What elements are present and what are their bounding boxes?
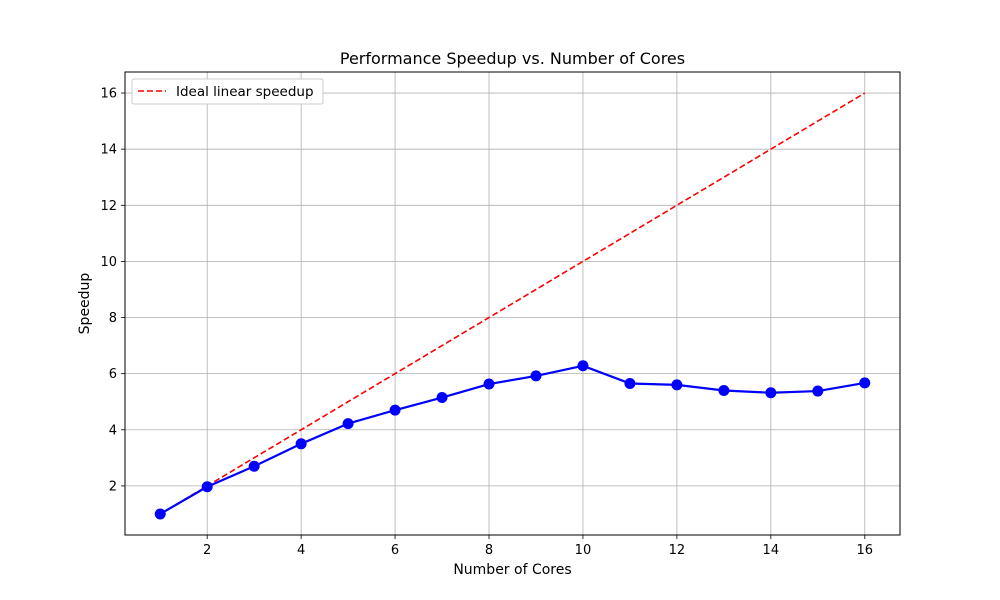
ideal-speedup-line	[159, 92, 866, 515]
x-tick-label: 10	[575, 543, 592, 558]
measured-speedup-point	[765, 387, 777, 399]
y-axis: 2 4 6 8 10 12 14 16	[100, 87, 125, 494]
measured-speedup-point	[624, 377, 636, 389]
measured-speedup-point	[577, 360, 589, 372]
measured-speedup-point	[389, 404, 401, 416]
measured-speedup-point	[530, 370, 542, 382]
measured-speedup-point	[154, 508, 166, 520]
y-axis-label: Speedup	[77, 273, 93, 335]
x-tick-label: 6	[391, 543, 399, 558]
measured-speedup-point	[295, 438, 307, 450]
measured-speedup-point	[483, 378, 495, 390]
y-tick-label: 16	[100, 87, 117, 102]
x-tick-label: 14	[763, 543, 780, 558]
measured-speedup-point	[248, 460, 260, 472]
y-tick-label: 10	[100, 255, 117, 270]
y-tick-label: 6	[109, 367, 117, 382]
y-tick-label: 2	[109, 479, 117, 494]
measured-speedup-line	[159, 364, 865, 515]
measured-speedup-point	[342, 418, 354, 430]
x-tick-label: 2	[203, 543, 211, 558]
x-tick-label: 8	[485, 543, 493, 558]
x-tick-label: 4	[297, 543, 305, 558]
y-tick-label: 8	[109, 311, 117, 326]
grid	[125, 72, 900, 535]
plot-frame	[124, 71, 901, 536]
measured-speedup-point	[718, 384, 730, 396]
measured-speedup-point	[436, 392, 448, 404]
y-tick-label: 14	[100, 143, 117, 158]
x-axis: 2 4 6 8 10 12 14 16	[203, 535, 873, 558]
measured-speedup-point	[671, 379, 683, 391]
x-tick-label: 12	[669, 543, 686, 558]
y-tick-label: 4	[109, 423, 117, 438]
series-layer	[154, 92, 871, 520]
legend-box	[131, 78, 324, 105]
legend-label-ideal: Ideal linear speedup	[176, 84, 314, 100]
measured-speedup-point	[812, 385, 824, 397]
y-tick-label: 12	[100, 199, 117, 214]
measured-speedup-point	[201, 481, 213, 493]
chart-title: Performance Speedup vs. Number of Cores	[340, 49, 685, 68]
measured-speedup-point	[859, 377, 871, 389]
x-tick-label: 16	[856, 543, 873, 558]
x-axis-label: Number of Cores	[453, 562, 571, 578]
legend: Ideal linear speedup	[131, 78, 324, 105]
